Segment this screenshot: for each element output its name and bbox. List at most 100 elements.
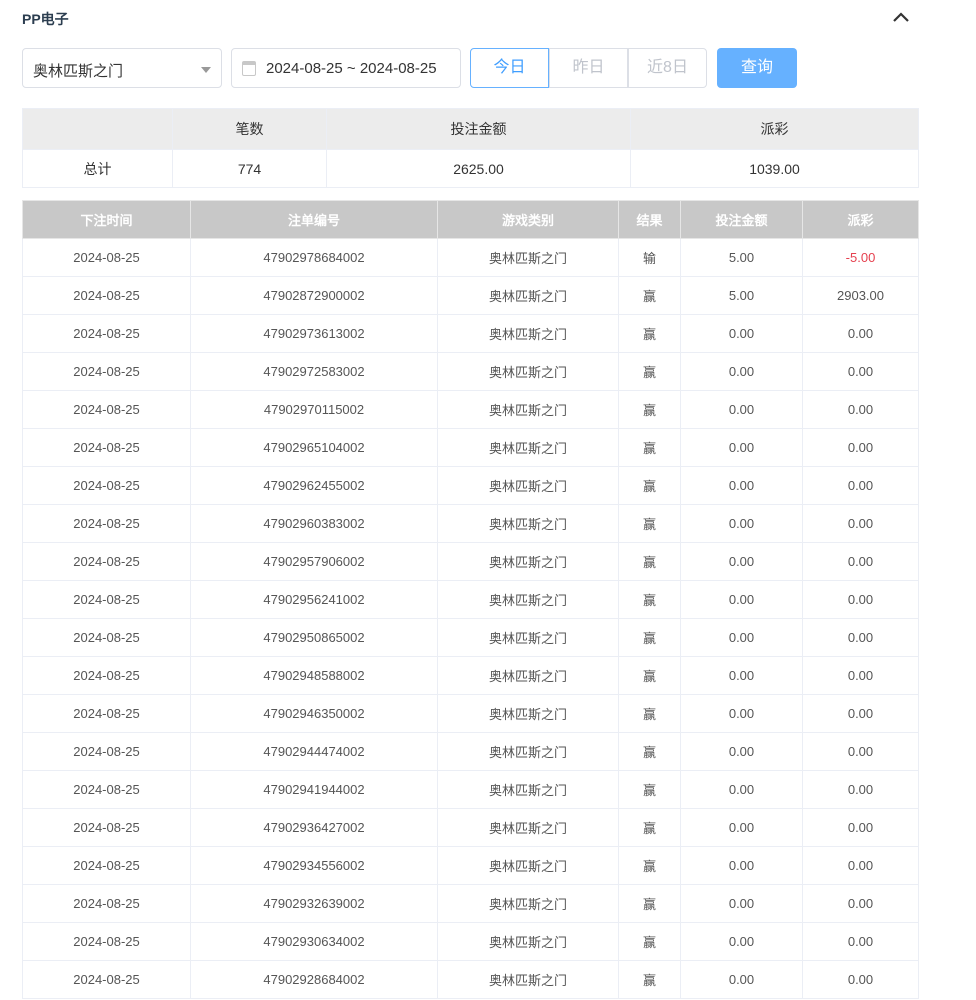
bet-id-cell: 47902973613002 xyxy=(190,314,438,353)
bet-time-cell: 2024-08-25 xyxy=(22,238,191,277)
result-cell: 赢 xyxy=(618,808,681,847)
payout-cell: 0.00 xyxy=(802,770,919,809)
bet-amount-cell: 0.00 xyxy=(680,428,803,467)
game-type-cell: 奥林匹斯之门 xyxy=(437,542,619,581)
bet-id-cell: 47902930634002 xyxy=(190,922,438,961)
bet-time-cell: 2024-08-25 xyxy=(22,694,191,733)
table-row: 2024-08-25 47902972583002 奥林匹斯之门赢 0.00 0.00 xyxy=(22,352,919,391)
query-button[interactable]: 查询 xyxy=(717,48,797,88)
game-type-cell: 奥林匹斯之门 xyxy=(437,504,619,543)
payout-cell: 2903.00 xyxy=(802,276,919,315)
game-type-cell: 奥林匹斯之门 xyxy=(437,352,619,391)
payout-cell: 0.00 xyxy=(802,694,919,733)
chevron-up-icon[interactable] xyxy=(890,6,912,28)
column-header: 投注金额 xyxy=(680,200,803,239)
bet-time-cell: 2024-08-25 xyxy=(22,732,191,771)
bet-time-cell: 2024-08-25 xyxy=(22,428,191,467)
bet-id-cell: 47902978684002 xyxy=(190,238,438,277)
result-cell: 输 xyxy=(618,238,681,277)
bet-amount-cell: 0.00 xyxy=(680,390,803,429)
bet-id-cell: 47902956241002 xyxy=(190,580,438,619)
bet-amount-cell: 0.00 xyxy=(680,656,803,695)
summary-cell: 774 xyxy=(172,149,327,188)
yesterday-button[interactable]: 昨日 xyxy=(549,48,628,88)
game-type-cell: 奥林匹斯之门 xyxy=(437,466,619,505)
table-header-row: 下注时间 注单编号 游戏类别 结果 投注金额 派彩 xyxy=(22,200,919,239)
column-header: 下注时间 xyxy=(22,200,191,239)
game-type-cell: 奥林匹斯之门 xyxy=(437,314,619,353)
bet-id-cell: 47902948588002 xyxy=(190,656,438,695)
summary-cell: 1039.00 xyxy=(630,149,919,188)
game-type-cell: 奥林匹斯之门 xyxy=(437,846,619,885)
result-cell: 赢 xyxy=(618,352,681,391)
table-row: 2024-08-25 47902950865002 奥林匹斯之门赢 0.00 0.00 xyxy=(22,618,919,657)
summary-header-row: 笔数 投注金额 派彩 xyxy=(22,108,919,150)
summary-header xyxy=(22,108,173,150)
bet-amount-cell: 0.00 xyxy=(680,580,803,619)
result-cell: 赢 xyxy=(618,428,681,467)
table-row: 2024-08-25 47902944474002 奥林匹斯之门赢 0.00 0.00 xyxy=(22,732,919,771)
table-row: 2024-08-25 47902872900002 奥林匹斯之门赢 5.00 2903.… xyxy=(22,276,919,315)
bet-time-cell: 2024-08-25 xyxy=(22,846,191,885)
bet-id-cell: 47902946350002 xyxy=(190,694,438,733)
payout-cell: 0.00 xyxy=(802,808,919,847)
table-row: 2024-08-25 47902930634002 奥林匹斯之门赢 0.00 0.00 xyxy=(22,922,919,961)
summary-table: 笔数 投注金额 派彩 总计 774 2625.00 1039.00 xyxy=(22,108,919,188)
bet-time-cell: 2024-08-25 xyxy=(22,314,191,353)
bet-amount-cell: 0.00 xyxy=(680,618,803,657)
table-row: 2024-08-25 47902946350002 奥林匹斯之门赢 0.00 0.00 xyxy=(22,694,919,733)
bet-id-cell: 47902928684002 xyxy=(190,960,438,999)
summary-header: 笔数 xyxy=(172,108,327,150)
result-cell: 赢 xyxy=(618,390,681,429)
summary-cell: 2625.00 xyxy=(326,149,631,188)
bet-time-cell: 2024-08-25 xyxy=(22,960,191,999)
table-row: 2024-08-25 47902957906002 奥林匹斯之门赢 0.00 0.00 xyxy=(22,542,919,581)
table-row: 2024-08-25 47902941944002 奥林匹斯之门赢 0.00 0.00 xyxy=(22,770,919,809)
result-cell: 赢 xyxy=(618,846,681,885)
summary-cell: 总计 xyxy=(22,149,173,188)
bet-time-cell: 2024-08-25 xyxy=(22,770,191,809)
game-type-cell: 奥林匹斯之门 xyxy=(437,884,619,923)
today-button[interactable]: 今日 xyxy=(470,48,549,88)
bet-time-cell: 2024-08-25 xyxy=(22,542,191,581)
game-select[interactable]: 奥林匹斯之门 xyxy=(22,48,222,88)
game-type-cell: 奥林匹斯之门 xyxy=(437,770,619,809)
table-row: 2024-08-25 47902962455002 奥林匹斯之门赢 0.00 0.00 xyxy=(22,466,919,505)
bet-time-cell: 2024-08-25 xyxy=(22,656,191,695)
column-header: 结果 xyxy=(618,200,681,239)
game-type-cell: 奥林匹斯之门 xyxy=(437,238,619,277)
last-8-days-button[interactable]: 近8日 xyxy=(628,48,707,88)
column-header: 游戏类别 xyxy=(437,200,619,239)
payout-cell: 0.00 xyxy=(802,922,919,961)
section-title: PP电子 xyxy=(22,11,69,27)
bet-amount-cell: 0.00 xyxy=(680,922,803,961)
payout-cell: -5.00 xyxy=(802,238,919,277)
game-type-cell: 奥林匹斯之门 xyxy=(437,580,619,619)
bet-id-cell: 47902962455002 xyxy=(190,466,438,505)
game-type-cell: 奥林匹斯之门 xyxy=(437,922,619,961)
game-select-value: 奥林匹斯之门 xyxy=(33,63,124,80)
bet-id-cell: 47902936427002 xyxy=(190,808,438,847)
result-cell: 赢 xyxy=(618,656,681,695)
date-range-value: 2024-08-25 ~ 2024-08-25 xyxy=(266,60,437,77)
date-range-input[interactable]: 2024-08-25 ~ 2024-08-25 xyxy=(231,48,461,88)
result-cell: 赢 xyxy=(618,466,681,505)
bet-amount-cell: 0.00 xyxy=(680,770,803,809)
result-cell: 赢 xyxy=(618,314,681,353)
bet-id-cell: 47902872900002 xyxy=(190,276,438,315)
payout-cell: 0.00 xyxy=(802,884,919,923)
payout-cell: 0.00 xyxy=(802,960,919,999)
result-cell: 赢 xyxy=(618,276,681,315)
bet-amount-cell: 0.00 xyxy=(680,314,803,353)
summary-total-row: 总计 774 2625.00 1039.00 xyxy=(22,149,919,188)
bet-time-cell: 2024-08-25 xyxy=(22,390,191,429)
payout-cell: 0.00 xyxy=(802,542,919,581)
bet-time-cell: 2024-08-25 xyxy=(22,352,191,391)
bet-amount-cell: 0.00 xyxy=(680,352,803,391)
result-cell: 赢 xyxy=(618,580,681,619)
bet-amount-cell: 0.00 xyxy=(680,846,803,885)
game-type-cell: 奥林匹斯之门 xyxy=(437,618,619,657)
payout-cell: 0.00 xyxy=(802,504,919,543)
bet-amount-cell: 0.00 xyxy=(680,732,803,771)
game-type-cell: 奥林匹斯之门 xyxy=(437,390,619,429)
